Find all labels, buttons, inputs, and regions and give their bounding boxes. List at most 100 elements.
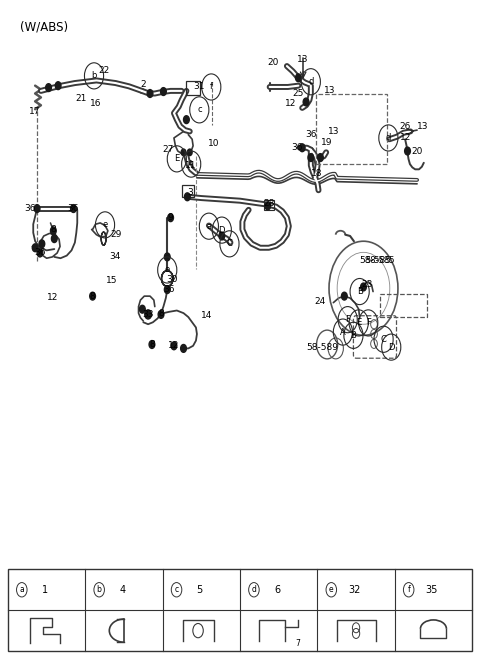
Text: d: d	[386, 134, 391, 142]
Circle shape	[71, 204, 76, 212]
Circle shape	[308, 154, 314, 162]
Text: 16: 16	[90, 99, 101, 108]
Text: A: A	[188, 160, 194, 168]
Circle shape	[183, 116, 189, 124]
Text: 8: 8	[149, 340, 155, 349]
Text: 36: 36	[292, 143, 303, 152]
Circle shape	[55, 82, 61, 90]
Circle shape	[184, 193, 190, 200]
Text: 58-585: 58-585	[366, 256, 396, 265]
Text: 19: 19	[321, 138, 333, 147]
Circle shape	[50, 227, 56, 234]
Text: B: B	[350, 331, 356, 340]
Circle shape	[405, 147, 410, 155]
Text: C: C	[227, 239, 232, 248]
Text: 13: 13	[417, 122, 429, 131]
Text: 25: 25	[293, 89, 304, 98]
Text: 33: 33	[143, 310, 154, 319]
Text: F: F	[345, 315, 350, 324]
Text: C: C	[381, 335, 386, 344]
Text: 8: 8	[50, 225, 56, 234]
Text: 12: 12	[47, 293, 58, 302]
Text: d: d	[308, 77, 313, 86]
Text: 5: 5	[197, 585, 203, 595]
Text: D: D	[388, 343, 395, 352]
Text: 1: 1	[42, 585, 48, 595]
Circle shape	[149, 341, 155, 348]
Circle shape	[164, 253, 170, 261]
Bar	[181, 185, 193, 196]
Bar	[264, 200, 274, 210]
Text: 3: 3	[187, 189, 192, 197]
Circle shape	[32, 244, 38, 252]
Circle shape	[140, 305, 145, 313]
Text: f: f	[210, 83, 213, 92]
Text: 36: 36	[24, 204, 36, 213]
Circle shape	[158, 310, 164, 318]
Text: d: d	[252, 586, 256, 594]
Circle shape	[164, 286, 170, 293]
Circle shape	[181, 149, 186, 156]
Text: b: b	[97, 586, 102, 594]
Circle shape	[168, 214, 173, 221]
Text: 22: 22	[98, 66, 109, 75]
Text: a: a	[206, 221, 212, 231]
Text: 2: 2	[141, 80, 146, 89]
Circle shape	[219, 232, 225, 240]
Text: 32: 32	[348, 585, 360, 595]
Circle shape	[145, 310, 152, 319]
Text: 8: 8	[158, 309, 164, 318]
Text: 17: 17	[29, 107, 41, 116]
Text: 11: 11	[185, 161, 197, 170]
Circle shape	[180, 345, 186, 352]
Text: e: e	[102, 220, 108, 229]
Bar	[8, 569, 472, 651]
Text: 21: 21	[75, 94, 87, 103]
Text: 36: 36	[163, 285, 175, 294]
Text: 13: 13	[297, 55, 308, 64]
Text: e: e	[329, 586, 334, 594]
Text: b: b	[91, 71, 96, 81]
Circle shape	[147, 90, 153, 98]
Circle shape	[39, 240, 45, 248]
Circle shape	[160, 88, 166, 96]
Text: c: c	[175, 586, 179, 594]
Text: D: D	[218, 225, 225, 234]
Circle shape	[46, 84, 51, 92]
Text: A: A	[340, 328, 346, 337]
Circle shape	[37, 249, 43, 257]
Text: 8: 8	[90, 291, 96, 301]
Circle shape	[341, 292, 347, 300]
Text: c: c	[197, 105, 202, 115]
Text: 26: 26	[399, 122, 411, 131]
Text: 29: 29	[111, 229, 122, 238]
Text: a: a	[19, 586, 24, 594]
Text: (W/ABS): (W/ABS)	[20, 20, 68, 33]
Circle shape	[300, 144, 305, 152]
Text: 13: 13	[324, 86, 336, 96]
Circle shape	[171, 342, 177, 350]
Text: 14: 14	[201, 311, 212, 320]
Text: F: F	[366, 318, 371, 328]
Bar	[316, 94, 387, 164]
Circle shape	[303, 98, 309, 106]
Circle shape	[265, 202, 271, 210]
Text: 13: 13	[327, 127, 339, 136]
Text: E: E	[356, 318, 361, 328]
Text: 4: 4	[120, 585, 125, 595]
Text: 34: 34	[109, 252, 120, 261]
Text: 31: 31	[193, 83, 205, 92]
Text: B: B	[357, 287, 362, 296]
Text: 6: 6	[274, 585, 280, 595]
Circle shape	[318, 154, 323, 162]
Text: 28: 28	[263, 199, 275, 208]
Text: 58-585: 58-585	[359, 256, 391, 265]
Text: 23: 23	[361, 280, 372, 289]
Text: 12: 12	[168, 341, 180, 350]
Text: 12: 12	[285, 99, 297, 108]
Text: 36: 36	[68, 204, 79, 213]
Circle shape	[296, 74, 301, 82]
Text: 58-589: 58-589	[306, 343, 338, 352]
Text: 20: 20	[268, 58, 279, 67]
Circle shape	[90, 292, 96, 300]
